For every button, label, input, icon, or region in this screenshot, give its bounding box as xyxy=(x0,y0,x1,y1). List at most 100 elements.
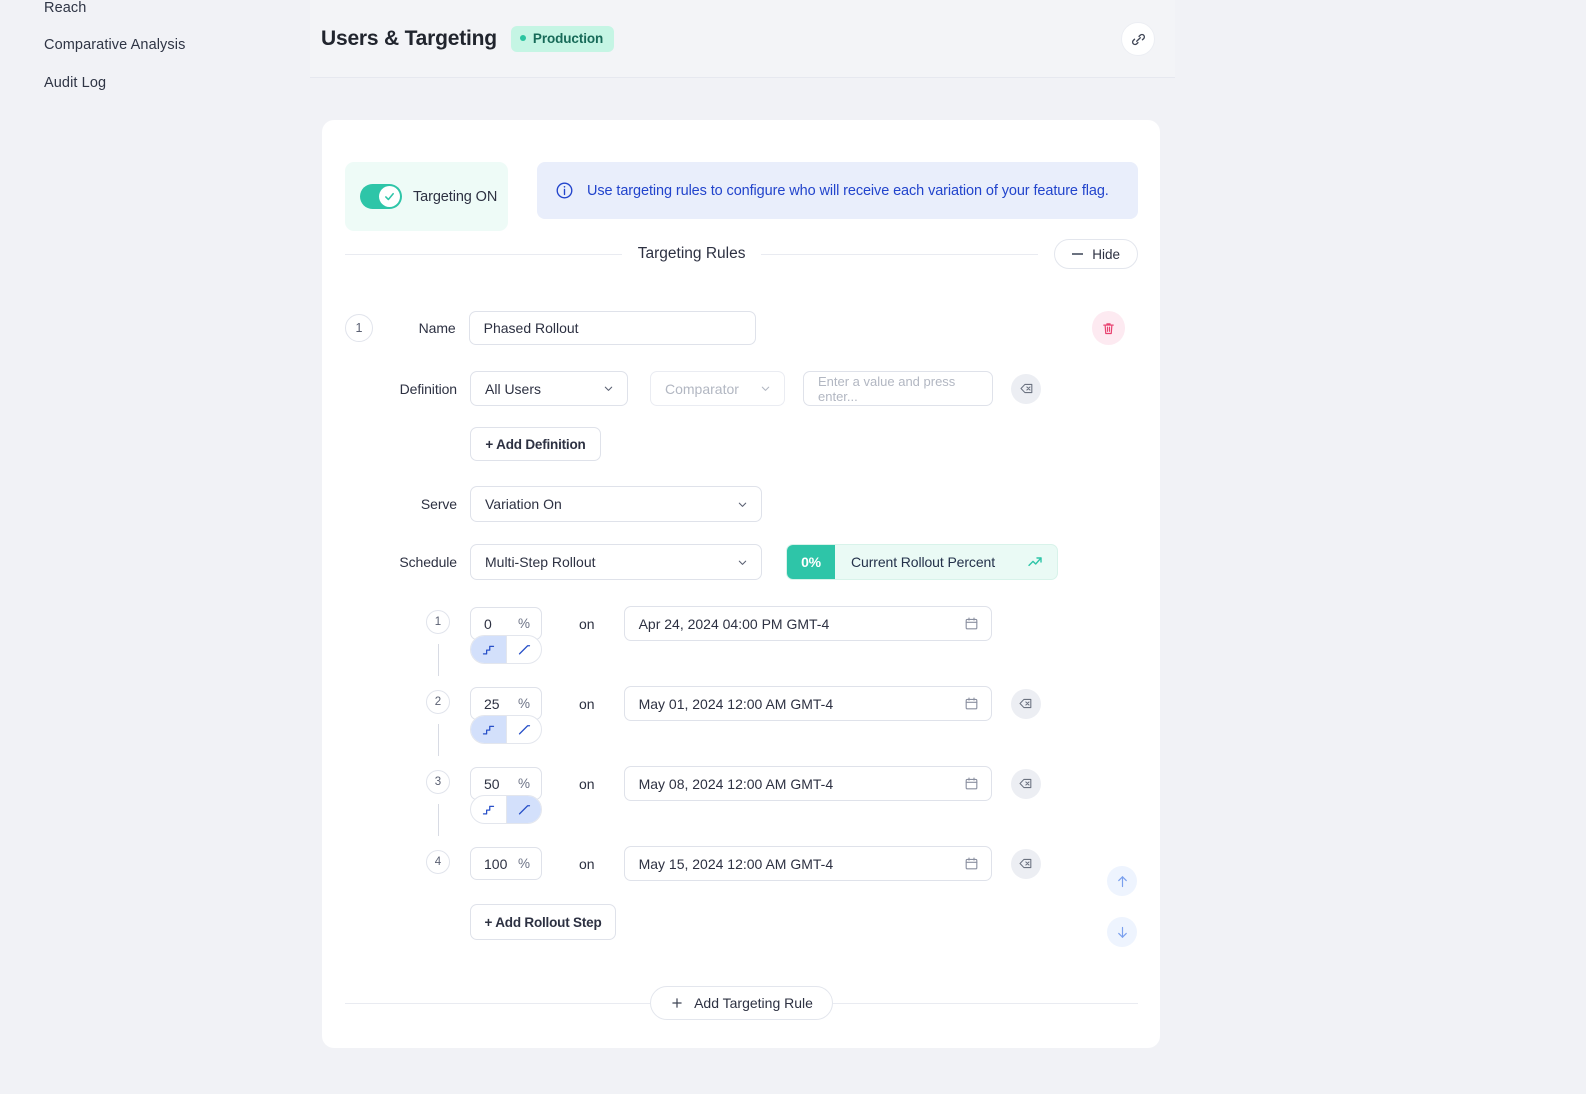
calendar-icon xyxy=(965,617,977,630)
targeting-toggle-box[interactable]: Targeting ON xyxy=(345,162,508,231)
hide-button[interactable]: Hide xyxy=(1054,239,1138,269)
step-index-label: 1 xyxy=(434,616,442,628)
definition-value-placeholder: Enter a value and press enter... xyxy=(818,373,956,404)
interpolation-step-option[interactable] xyxy=(471,716,506,743)
comparator-placeholder: Comparator xyxy=(665,380,739,397)
rollout-step-row: 0 % on Apr 24, 2024 04:00 PM GMT-4 xyxy=(470,606,992,641)
sidebar-item-comparative-analysis[interactable]: Comparative Analysis xyxy=(44,37,185,53)
current-rollout-label: Current Rollout Percent xyxy=(851,554,995,570)
rollout-step-percent-input[interactable]: 0 % xyxy=(470,607,542,640)
on-label: on xyxy=(579,695,595,712)
definition-value-input[interactable]: Enter a value and press enter... xyxy=(803,371,993,406)
section-title: Targeting Rules xyxy=(637,245,746,262)
rollout-step-row: 50 % on May 08, 2024 12:00 AM GMT-4 xyxy=(470,766,1041,801)
rule-name-row: Name Phased Rollout xyxy=(385,311,1125,345)
serve-label: Serve xyxy=(420,496,457,512)
clear-definition-button[interactable] xyxy=(1011,373,1041,404)
rollout-step-percent-value: 25 xyxy=(484,695,500,712)
link-icon xyxy=(1131,33,1145,45)
move-step-up-button[interactable] xyxy=(1107,866,1137,896)
rollout-step-percent-input[interactable]: 50 % xyxy=(470,767,542,800)
remove-rollout-step-button[interactable] xyxy=(1010,688,1041,719)
chevron-down-icon xyxy=(604,386,613,391)
add-targeting-rule-label: Add Targeting Rule xyxy=(694,995,813,1011)
info-banner-text: Use targeting rules to configure who wil… xyxy=(587,182,1109,199)
interpolation-toggle[interactable] xyxy=(470,795,542,824)
rollout-step-row: 25 % on May 01, 2024 12:00 AM GMT-4 xyxy=(470,686,1041,721)
rollout-step-date-input[interactable]: May 15, 2024 12:00 AM GMT-4 xyxy=(623,846,992,881)
percent-sign: % xyxy=(517,696,530,711)
interpolation-ramp-option[interactable] xyxy=(506,796,541,823)
divider-line-left xyxy=(345,253,622,255)
status-dot-icon xyxy=(519,35,526,41)
schedule-label: Schedule xyxy=(399,554,457,570)
targeting-toggle[interactable] xyxy=(360,184,402,209)
info-banner: Use targeting rules to configure who wil… xyxy=(537,162,1138,219)
ramp-function-icon xyxy=(518,645,530,655)
rollout-step-date-input[interactable]: Apr 24, 2024 04:00 PM GMT-4 xyxy=(623,606,992,641)
step-connector xyxy=(438,724,439,756)
arrow-down-icon xyxy=(1117,926,1127,938)
targeting-toggle-label: Targeting ON xyxy=(413,188,498,205)
step-index-label: 4 xyxy=(434,856,442,868)
percent-sign: % xyxy=(517,856,530,871)
serve-value: Variation On xyxy=(485,496,562,512)
rollout-step-percent-input[interactable]: 25 % xyxy=(470,687,542,720)
rollout-step-date-input[interactable]: May 08, 2024 12:00 AM GMT-4 xyxy=(623,766,992,801)
add-rollout-step-label: + Add Rollout Step xyxy=(484,914,602,930)
interpolation-step-option[interactable] xyxy=(471,636,506,663)
page-title: Users & Targeting xyxy=(321,26,497,50)
step-function-icon xyxy=(482,645,495,655)
delete-rule-button[interactable] xyxy=(1091,311,1125,345)
definition-label: Definition xyxy=(399,380,457,397)
toggle-knob xyxy=(379,186,400,207)
rollout-step-number: 4 xyxy=(426,850,450,874)
minus-icon xyxy=(1072,253,1084,255)
rollout-step-date-value: Apr 24, 2024 04:00 PM GMT-4 xyxy=(638,615,830,632)
rule-name-label: Name xyxy=(418,320,456,336)
environment-badge[interactable]: Production xyxy=(510,25,615,52)
arrow-up-icon xyxy=(1117,875,1127,887)
schedule-select[interactable]: Multi-Step Rollout xyxy=(470,544,762,580)
divider-line-right xyxy=(832,1002,1139,1004)
step-connector xyxy=(438,644,439,676)
add-targeting-rule-button[interactable]: Add Targeting Rule xyxy=(650,986,833,1020)
percent-sign: % xyxy=(517,616,530,631)
step-function-icon xyxy=(482,805,495,815)
serve-select[interactable]: Variation On xyxy=(470,486,762,522)
interpolation-ramp-option[interactable] xyxy=(506,716,541,743)
divider-line-right xyxy=(761,253,1039,255)
definition-attribute-select[interactable]: All Users xyxy=(470,371,628,406)
interpolation-ramp-option[interactable] xyxy=(506,636,541,663)
rule-name-input[interactable]: Phased Rollout xyxy=(468,311,756,345)
step-connector xyxy=(438,804,439,836)
comparator-select[interactable]: Comparator xyxy=(650,371,785,406)
on-label: on xyxy=(579,615,595,632)
ramp-function-icon xyxy=(518,805,530,815)
targeting-card: Targeting ON Use targeting rules to conf… xyxy=(322,120,1160,1048)
interpolation-toggle[interactable] xyxy=(470,635,542,664)
sidebar-item-label: Audit Log xyxy=(44,75,107,91)
on-label: on xyxy=(579,775,595,792)
info-icon xyxy=(556,182,573,199)
calendar-icon xyxy=(965,697,977,710)
plus-icon xyxy=(672,998,682,1008)
rule-number: 1 xyxy=(345,314,373,342)
add-definition-button[interactable]: + Add Definition xyxy=(470,427,601,461)
add-rollout-step-button[interactable]: + Add Rollout Step xyxy=(470,904,616,940)
rollout-step-date-input[interactable]: May 01, 2024 12:00 AM GMT-4 xyxy=(623,686,992,721)
interpolation-toggle[interactable] xyxy=(470,715,542,744)
interpolation-step-option[interactable] xyxy=(471,796,506,823)
divider-line-left xyxy=(345,1002,651,1004)
check-icon xyxy=(385,192,394,201)
definition-attribute-value: All Users xyxy=(485,380,542,397)
copy-link-button[interactable] xyxy=(1121,22,1155,56)
remove-rollout-step-button[interactable] xyxy=(1010,768,1041,799)
rollout-step-percent-input[interactable]: 100 % xyxy=(470,847,542,880)
sidebar-item-audit-log[interactable]: Audit Log xyxy=(44,75,106,91)
move-step-down-button[interactable] xyxy=(1107,917,1137,947)
sidebar-item-reach[interactable]: Reach xyxy=(44,0,86,16)
remove-rollout-step-button[interactable] xyxy=(1010,848,1041,879)
current-rollout-badge: 0% Current Rollout Percent xyxy=(786,544,1058,580)
serve-row: Serve Variation On xyxy=(385,486,1125,522)
